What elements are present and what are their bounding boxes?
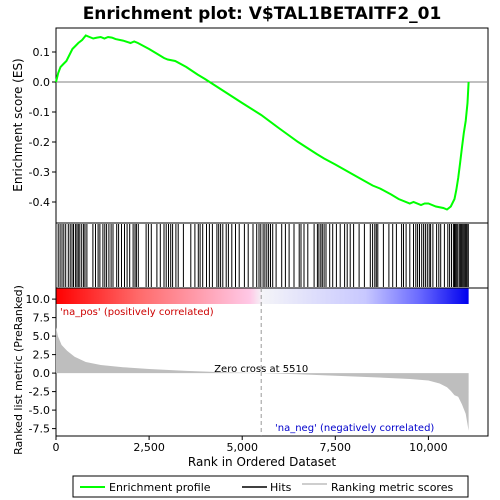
- rank-y-tick-label: -2.5: [29, 386, 50, 399]
- legend: Enrichment profile Hits Ranking metric s…: [72, 475, 469, 498]
- legend-ranking-label: Ranking metric scores: [331, 481, 453, 494]
- legend-hits-label: Hits: [270, 481, 292, 494]
- rank-y-tick-label: 2.5: [33, 349, 51, 362]
- rank-y-ticks: 10.0 7.5 5.0 2.5 0.0 -2.5 -5.0 -7.5: [26, 293, 56, 436]
- es-y-tick-label: -0.3: [29, 166, 50, 179]
- enrichment-profile-line: [55, 34, 470, 211]
- x-tick-label: 7,500: [320, 441, 352, 454]
- rank-y-tick-label: 5.0: [33, 330, 51, 343]
- rank-y-tick-label: -7.5: [29, 423, 50, 436]
- es-panel: 0.1 0.0 -0.1 -0.2 -0.3 -0.4 Enrichment score …: [11, 27, 489, 224]
- zero-cross-label: Zero cross at 5510: [214, 364, 308, 375]
- es-y-ticks: 0.1 0.0 -0.1 -0.2 -0.3 -0.4: [29, 46, 56, 209]
- hits-panel: [55, 222, 489, 289]
- rank-y-tick-label: -5.0: [29, 404, 50, 417]
- pos-label: 'na_pos' (positively correlated): [60, 307, 214, 318]
- rank-gradient: [56, 288, 469, 304]
- es-y-tick-label: -0.1: [29, 106, 50, 119]
- es-y-tick-label: -0.2: [29, 136, 50, 149]
- es-y-tick-label: 0.1: [33, 46, 51, 59]
- neg-label: 'na_neg' (negatively correlated): [275, 423, 434, 434]
- es-y-tick-label: 0.0: [33, 76, 51, 89]
- x-tick-label: 0: [53, 441, 60, 454]
- x-tick-label: 5,000: [226, 441, 258, 454]
- legend-box: [72, 475, 469, 498]
- chart-title: Enrichment plot: V$TAL1BETAITF2_01: [83, 4, 442, 24]
- rank-y-tick-label: 7.5: [33, 312, 51, 325]
- es-y-axis-label: Enrichment score (ES): [11, 58, 25, 191]
- es-panel-frame: [55, 27, 489, 224]
- x-tick-label: 2,500: [133, 441, 165, 454]
- x-ticks: 0 2,500 5,000 7,500 10,000: [53, 436, 448, 454]
- rank-panel: Zero cross at 5510 'na_pos' (positively …: [12, 285, 489, 455]
- ranking-metric-area: [56, 327, 469, 431]
- es-y-tick-label: -0.4: [29, 196, 50, 209]
- legend-enrichment-label: Enrichment profile: [109, 481, 211, 494]
- rank-y-axis-label: Ranked list metric (PreRanked): [12, 285, 25, 455]
- rank-color-bar: [56, 288, 469, 304]
- x-tick-label: 10,000: [409, 441, 448, 454]
- rank-y-tick-label: 0.0: [33, 367, 51, 380]
- x-axis-label: Rank in Ordered Dataset: [188, 455, 336, 469]
- rank-y-tick-label: 10.0: [26, 293, 51, 306]
- hit-marks: [57, 224, 469, 287]
